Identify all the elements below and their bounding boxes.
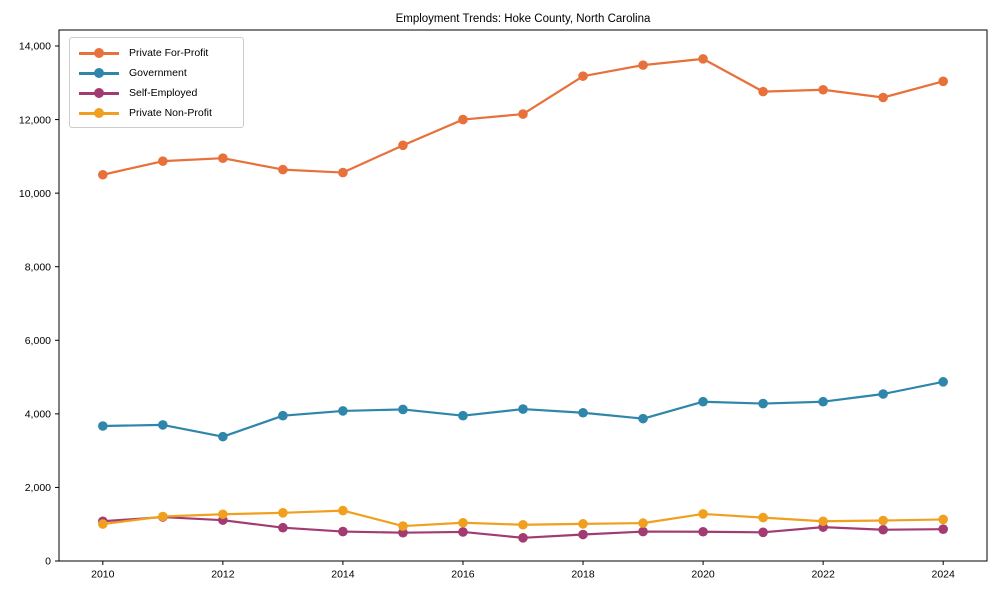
data-point xyxy=(698,526,708,537)
legend-label: Private Non-Profit xyxy=(129,107,212,119)
legend-line-marker-icon xyxy=(79,71,119,75)
data-point xyxy=(338,167,348,178)
y-tick-label: 6,000 xyxy=(25,335,51,347)
data-point xyxy=(938,524,948,534)
y-tick-label: 4,000 xyxy=(25,409,51,421)
chart-title: Employment Trends: Hoke County, North Ca… xyxy=(395,13,651,25)
data-point xyxy=(158,420,168,430)
legend: Private For-Profit Government Self-Emplo… xyxy=(69,37,244,128)
legend-line-marker-icon xyxy=(79,91,119,95)
data-point xyxy=(758,398,768,409)
data-point xyxy=(758,512,768,523)
legend-label: Private For-Profit xyxy=(129,47,209,59)
data-point xyxy=(518,519,528,530)
data-point xyxy=(458,410,468,421)
data-point xyxy=(278,522,288,533)
data-point xyxy=(758,86,768,97)
data-point xyxy=(158,511,168,522)
data-point xyxy=(938,76,948,87)
data-point xyxy=(638,413,648,424)
data-point xyxy=(218,153,228,163)
data-point xyxy=(518,404,528,414)
data-point xyxy=(818,84,828,95)
x-tick-label: 2024 xyxy=(932,569,956,581)
y-tick-label: 14,000 xyxy=(19,41,51,53)
data-point xyxy=(398,140,408,151)
data-point xyxy=(578,519,588,529)
data-point xyxy=(578,529,588,540)
legend-entry-self-employed: Self-Employed xyxy=(70,83,243,103)
data-point xyxy=(878,389,888,399)
data-point xyxy=(218,431,228,442)
data-point xyxy=(338,505,348,516)
data-point xyxy=(98,169,108,180)
plot-border xyxy=(58,29,988,562)
data-point xyxy=(398,404,408,415)
data-point xyxy=(818,396,828,407)
y-tick-label: 2,000 xyxy=(25,482,51,494)
data-point xyxy=(398,521,408,531)
data-point xyxy=(218,509,228,520)
x-tick-label: 2012 xyxy=(211,569,235,581)
data-point xyxy=(638,60,648,70)
y-tick-label: 0 xyxy=(45,556,51,568)
data-point xyxy=(938,377,948,387)
legend-line-marker-icon xyxy=(79,111,119,115)
data-point xyxy=(278,164,288,175)
data-point xyxy=(338,526,348,537)
data-point xyxy=(158,156,168,166)
data-point xyxy=(878,524,888,535)
x-tick-label: 2022 xyxy=(811,569,835,581)
y-tick-label: 8,000 xyxy=(25,261,51,273)
data-point xyxy=(698,396,708,407)
data-point xyxy=(338,406,348,416)
data-point xyxy=(518,109,528,119)
data-point xyxy=(398,527,408,538)
data-point xyxy=(458,517,468,528)
data-point xyxy=(878,92,888,103)
data-point xyxy=(758,527,768,538)
x-tick-label: 2014 xyxy=(331,569,355,581)
data-point xyxy=(278,410,288,421)
legend-entry-government: Government xyxy=(70,63,243,83)
data-point xyxy=(518,533,528,543)
data-point xyxy=(98,421,108,431)
legend-entry-private-for-profit: Private For-Profit xyxy=(70,43,243,63)
y-tick-label: 12,000 xyxy=(19,114,51,126)
legend-entry-private-non-profit: Private Non-Profit xyxy=(70,103,243,123)
data-point xyxy=(698,54,708,64)
legend-label: Self-Employed xyxy=(129,87,198,99)
data-point xyxy=(578,71,588,81)
x-tick-label: 2018 xyxy=(571,569,595,581)
data-point xyxy=(878,515,888,526)
x-tick-label: 2010 xyxy=(91,569,115,581)
data-point xyxy=(578,407,588,418)
y-tick-label: 10,000 xyxy=(19,188,51,200)
legend-label: Government xyxy=(129,67,187,79)
data-point xyxy=(458,527,468,537)
data-point xyxy=(98,519,108,529)
legend-line-marker-icon xyxy=(79,51,119,55)
data-point xyxy=(938,514,948,525)
data-point xyxy=(818,516,828,527)
data-point xyxy=(638,526,648,537)
data-point xyxy=(638,518,648,528)
data-point xyxy=(698,509,708,519)
x-tick-label: 2016 xyxy=(451,569,475,581)
data-point xyxy=(278,508,288,518)
x-tick-label: 2020 xyxy=(691,569,715,581)
data-point xyxy=(458,114,468,125)
